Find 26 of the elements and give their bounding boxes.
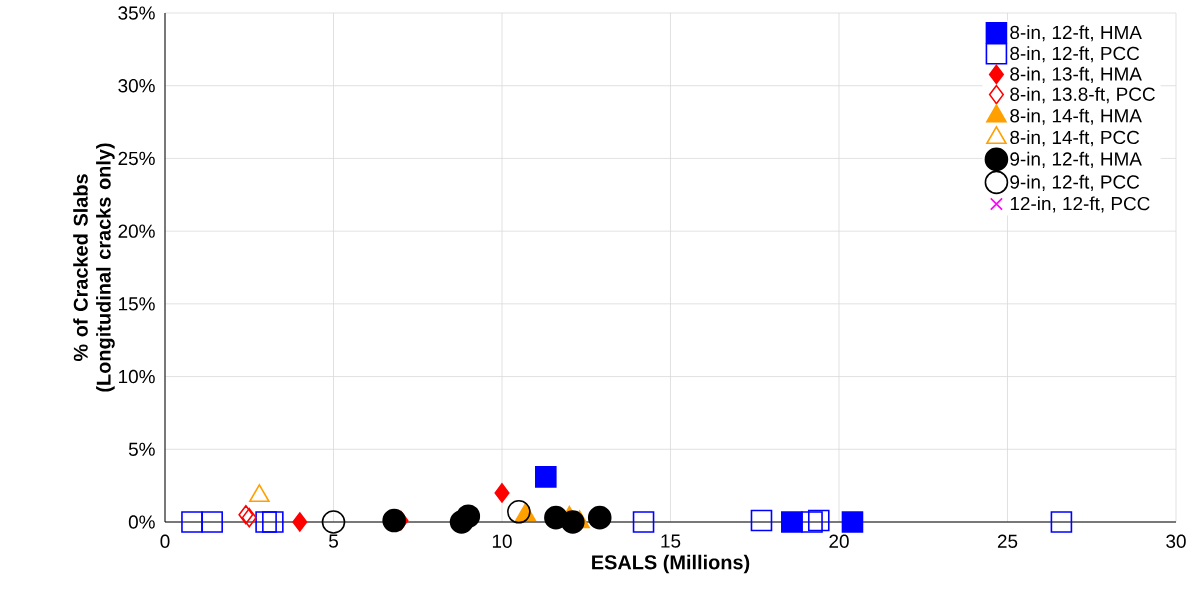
x-tick-label: 20 [829, 534, 849, 548]
legend-label: 8-in, 14-ft, HMA [1010, 108, 1142, 125]
legend-label: 8-in, 12-ft, HMA [1010, 25, 1142, 42]
legend-label: 12-in, 12-ft, PCC [1010, 196, 1150, 213]
y-tick-label: 0% [128, 515, 155, 529]
x-tick-label: 0 [160, 534, 170, 548]
y-tick-label: 5% [128, 442, 155, 456]
y-axis-title: % of Cracked Slabs (Longitudinal cracks only) [73, 143, 115, 392]
legend-label: 9-in, 12-ft, HMA [1010, 151, 1142, 168]
legend-label: 8-in, 13-ft, HMA [1010, 66, 1142, 83]
y-tick-label: 15% [119, 297, 155, 311]
y-tick-label: 35% [118, 6, 155, 20]
x-tick-label: 5 [328, 534, 338, 548]
y-tick-label: 30% [118, 79, 155, 93]
y-tick-label: 25% [118, 151, 155, 166]
x-tick-label: 15 [661, 534, 681, 548]
legend-label: 8-in, 14-ft, PCC [1010, 130, 1140, 147]
x-tick-label: 25 [997, 534, 1018, 548]
y-tick-label: 10% [119, 369, 155, 384]
legend-label: 8-in, 13.8-ft, PCC [1010, 87, 1155, 104]
y-tick-label: 20% [118, 224, 155, 238]
x-axis-title: ESALS (Millions) [592, 554, 750, 574]
legend-label: 9-in, 12-ft, PCC [1010, 174, 1140, 191]
x-tick-label: 30 [1166, 534, 1186, 548]
x-tick-label: 10 [492, 534, 512, 548]
legend-label: 8-in, 12-ft, PCC [1010, 46, 1140, 63]
